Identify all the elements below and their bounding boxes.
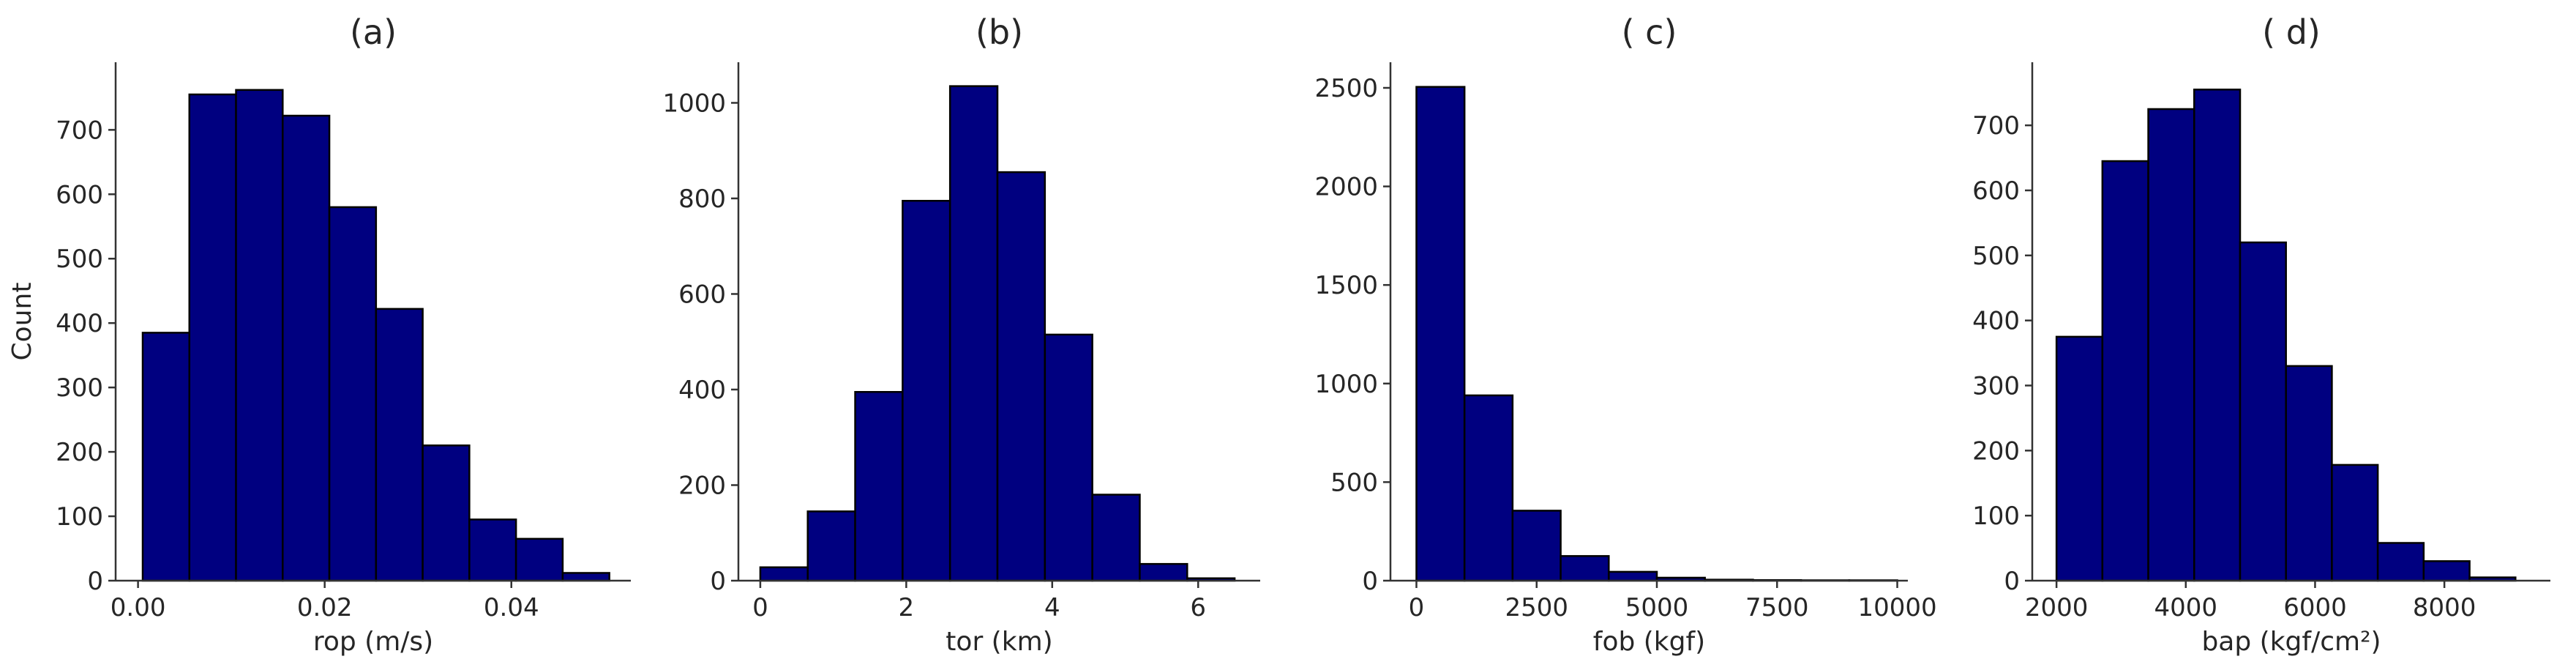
histogram-bar — [806, 510, 856, 582]
x-tick-label: 10000 — [1857, 593, 1936, 622]
histogram-bar — [2331, 464, 2379, 582]
y-tick-label: 300 — [56, 373, 103, 403]
y-tick-label: 700 — [56, 116, 103, 145]
x-tick-label: 0 — [752, 593, 768, 622]
y-tick-label: 500 — [1330, 468, 1378, 497]
histogram-bar — [1044, 333, 1093, 582]
histogram-bar — [1091, 494, 1141, 582]
histogram-bar — [2055, 335, 2104, 582]
histogram-bar — [141, 332, 191, 582]
x-axis-label: tor (km) — [946, 627, 1052, 657]
x-tick-label: 0.02 — [297, 593, 353, 622]
histogram-bar — [996, 171, 1046, 582]
panel-title: ( d) — [2262, 12, 2321, 52]
x-tick-label: 6 — [1190, 593, 1206, 622]
y-tick-label: 500 — [56, 245, 103, 274]
histogram-bar — [2285, 365, 2333, 582]
histogram-bar — [2147, 108, 2195, 582]
histogram-bar — [2376, 542, 2425, 582]
x-tick-label: 4000 — [2154, 593, 2218, 622]
y-tick-label: 0 — [87, 567, 103, 596]
y-tick-label: 600 — [1972, 176, 2020, 206]
y-tick-label: 400 — [56, 309, 103, 338]
y-tick-label: 400 — [678, 376, 726, 405]
panel-title: (b) — [976, 12, 1023, 52]
panel-title: ( c) — [1622, 12, 1677, 52]
y-tick-label: 0 — [710, 567, 726, 596]
histogram-bar — [902, 199, 951, 582]
histogram-bar — [328, 206, 378, 582]
y-tick-label: 1500 — [1314, 271, 1378, 300]
y-tick-label: 200 — [678, 471, 726, 500]
y-tick-label: 200 — [1972, 436, 2020, 466]
y-tick-label: 400 — [1972, 307, 2020, 336]
histogram-bar — [2239, 241, 2287, 582]
histogram-bar — [468, 518, 517, 582]
histogram-bar — [1511, 510, 1562, 582]
histogram-bar — [514, 537, 564, 582]
y-tick-label: 600 — [678, 280, 726, 309]
y-tick-label: 1000 — [1314, 370, 1378, 399]
histogram-bar — [2101, 160, 2149, 582]
y-tick-label: 800 — [678, 185, 726, 214]
y-tick-label: 500 — [1972, 242, 2020, 271]
chart-panel-4: 0 100 200 300 400 500 600 700 2000 4000 6000 8000 ba… — [1972, 12, 2550, 657]
y-tick-label: 300 — [1972, 372, 2020, 401]
y-axis-label: Count — [7, 283, 37, 361]
histogram-bar — [2422, 560, 2471, 582]
x-tick-label: 4 — [1044, 593, 1060, 622]
x-tick-label: 2500 — [1505, 593, 1568, 622]
x-tick-label: 8000 — [2413, 593, 2476, 622]
histogram-bar — [375, 308, 424, 582]
y-tick-label: 100 — [1972, 502, 2020, 531]
histogram-bar — [561, 572, 610, 582]
histogram-bar — [282, 114, 331, 582]
chart-panel-1: 0 100 200 300 400 500 600 700 0.00 0.02 0.04 rop (m… — [7, 12, 631, 657]
histogram-bar — [422, 444, 471, 582]
x-tick-label: 0 — [1409, 593, 1425, 622]
histogram-bar — [188, 93, 237, 582]
panel-title: (a) — [350, 12, 397, 52]
histogram-bar — [759, 566, 809, 582]
histogram-bar — [948, 85, 999, 582]
x-tick-label: 0.00 — [111, 593, 166, 622]
y-tick-label: 0 — [1362, 567, 1378, 596]
histogram-bar — [235, 89, 284, 582]
y-tick-label: 600 — [56, 180, 103, 209]
histogram-bar — [854, 390, 904, 582]
x-tick-label: 5000 — [1625, 593, 1689, 622]
histogram-bar — [1463, 394, 1514, 582]
y-tick-label: 1000 — [662, 89, 726, 118]
y-tick-label: 0 — [2004, 567, 2020, 596]
x-tick-label: 2000 — [2025, 593, 2089, 622]
y-tick-label: 2500 — [1314, 74, 1378, 103]
x-tick-label: 2 — [899, 593, 915, 622]
histogram-bar — [1139, 562, 1188, 582]
x-tick-label: 0.04 — [484, 593, 539, 622]
histogram-bar — [2193, 89, 2242, 582]
x-axis-label: bap (kgf/cm²) — [2201, 627, 2381, 657]
x-tick-label: 6000 — [2283, 593, 2347, 622]
histogram-bar — [1608, 570, 1658, 582]
chart-panel-2: 0 200 400 600 800 1000 0 2 4 6 tor (km) (b) — [662, 12, 1260, 657]
y-tick-label: 200 — [56, 438, 103, 467]
x-axis-label: fob (kgf) — [1593, 627, 1705, 657]
histogram-bar — [1560, 555, 1610, 582]
histogram-bar — [1415, 86, 1466, 582]
y-tick-label: 100 — [56, 502, 103, 532]
chart-panel-3: 0 500 1000 1500 2000 2500 0 2500 5000 7500 10000 fo… — [1314, 12, 1936, 657]
x-axis-label: rop (m/s) — [313, 627, 433, 657]
y-tick-label: 2000 — [1314, 173, 1378, 202]
x-tick-label: 7500 — [1745, 593, 1809, 622]
y-tick-label: 700 — [1972, 111, 2020, 141]
